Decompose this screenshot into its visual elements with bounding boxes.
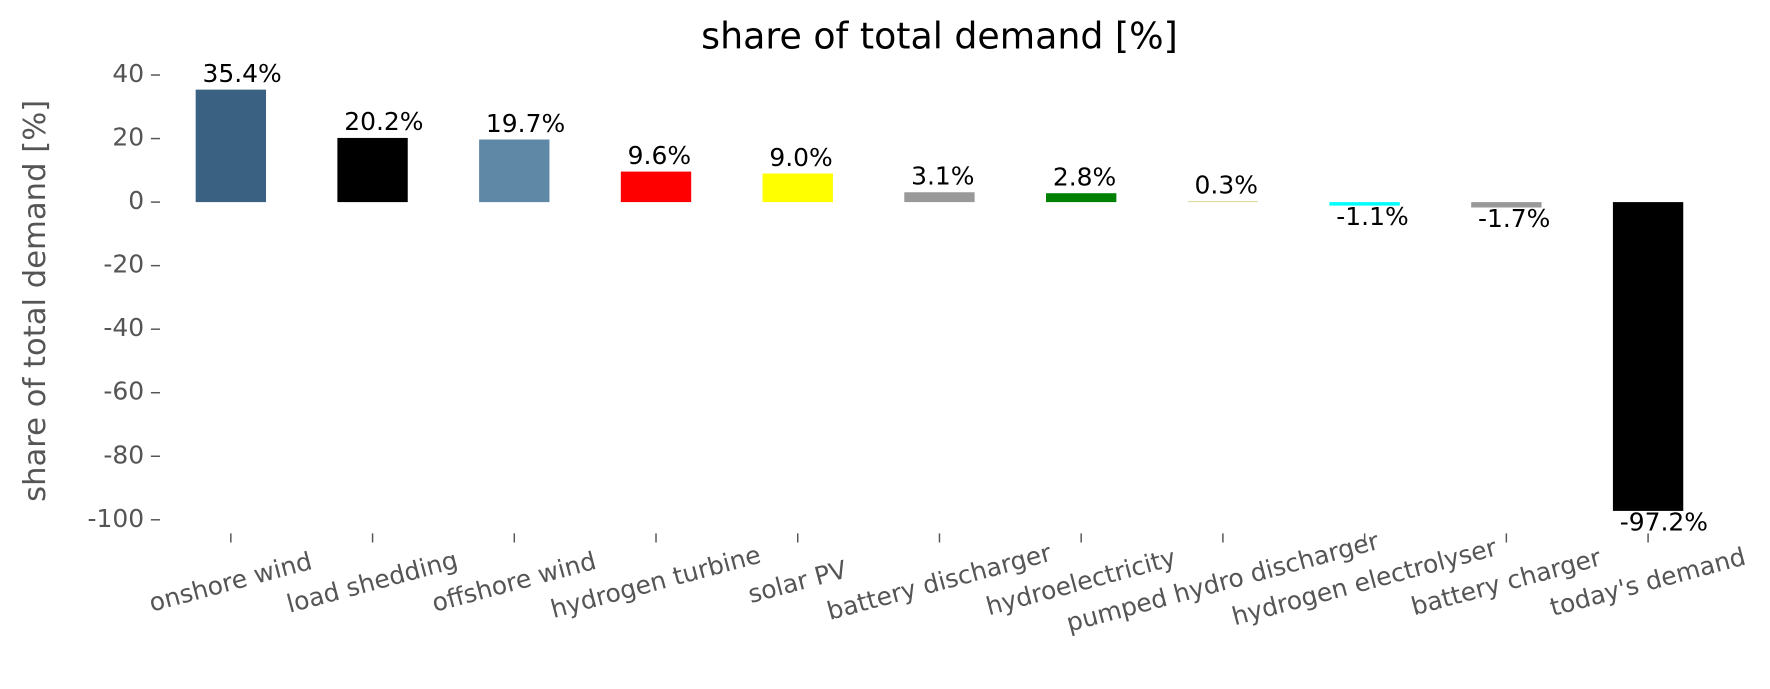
bar [1471, 202, 1542, 208]
bar [195, 89, 267, 203]
y-tick-label: -60 [103, 377, 144, 406]
y-tick-label: 40 [112, 59, 144, 88]
bar [479, 139, 550, 203]
value-label: 19.7% [486, 109, 565, 138]
bar [1187, 201, 1259, 203]
bar [1046, 193, 1117, 203]
bar [620, 171, 692, 203]
value-label: 20.2% [344, 107, 423, 136]
value-label: -1.7% [1478, 204, 1550, 233]
y-tick-label: 20 [112, 123, 144, 152]
value-label: 0.3% [1195, 170, 1258, 199]
bar [337, 137, 408, 203]
value-label: 9.6% [628, 141, 691, 170]
bar [762, 173, 833, 203]
y-tick-label: -100 [87, 504, 144, 533]
y-axis-label: share of total demand [%] [18, 100, 53, 502]
y-tick-label: 0 [128, 186, 144, 215]
y-tick-label: -40 [103, 313, 144, 342]
value-label: 35.4% [202, 59, 281, 88]
chart-title: share of total demand [%] [701, 15, 1178, 58]
y-tick-label: -80 [103, 440, 144, 469]
value-label: 3.1% [911, 162, 974, 191]
value-label: -1.1% [1336, 202, 1408, 231]
bar [1329, 202, 1400, 206]
bar [904, 192, 975, 203]
bar [1612, 202, 1684, 511]
value-label: 9.0% [769, 143, 832, 172]
value-label: -97.2% [1620, 507, 1708, 536]
y-tick-label: -20 [103, 250, 144, 279]
value-label: 2.8% [1053, 162, 1116, 191]
